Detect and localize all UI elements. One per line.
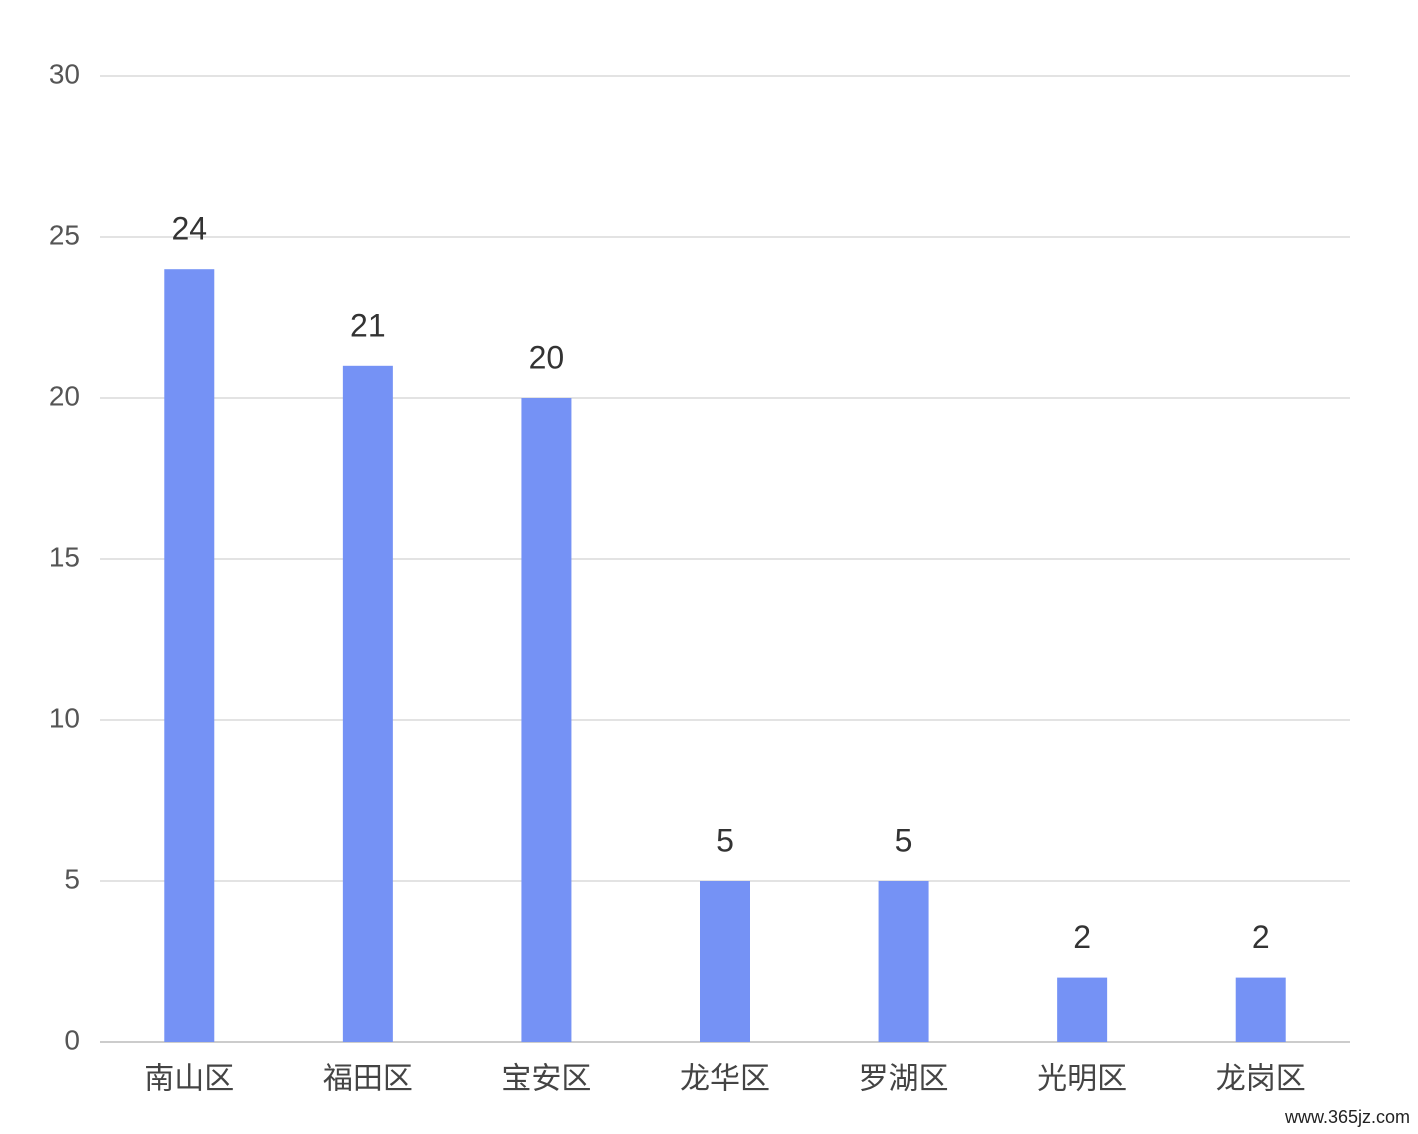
y-tick-label: 5: [64, 863, 80, 894]
y-tick-label: 10: [49, 702, 80, 733]
data-label: 5: [895, 822, 913, 858]
data-label: 21: [350, 307, 386, 343]
data-label: 5: [716, 822, 734, 858]
data-label: 24: [171, 211, 207, 247]
y-tick-label: 30: [49, 58, 80, 89]
bar: [700, 881, 750, 1042]
y-tick-label: 25: [49, 219, 80, 250]
bar: [1235, 977, 1286, 1042]
y-tick-label: 20: [49, 380, 80, 411]
x-tick-label: 福田区: [323, 1062, 413, 1097]
watermark: www.365jz.com: [1284, 1107, 1410, 1127]
x-tick-label: 罗湖区: [859, 1062, 949, 1097]
x-tick-label: 南山区: [144, 1062, 234, 1097]
y-tick-label: 15: [49, 541, 80, 572]
y-tick-label: 0: [64, 1024, 80, 1055]
x-tick-label: 宝安区: [501, 1062, 591, 1097]
bar: [878, 881, 929, 1042]
data-label: 20: [529, 339, 565, 375]
data-label: 2: [1252, 919, 1270, 955]
data-label: 2: [1073, 919, 1091, 955]
bar: [1057, 977, 1108, 1042]
x-tick-label: 光明区: [1037, 1062, 1127, 1097]
bar: [342, 365, 393, 1042]
bar: [521, 398, 572, 1042]
x-tick-label: 龙华区: [680, 1062, 770, 1097]
x-tick-label: 龙岗区: [1216, 1062, 1306, 1097]
bar: [164, 269, 215, 1042]
